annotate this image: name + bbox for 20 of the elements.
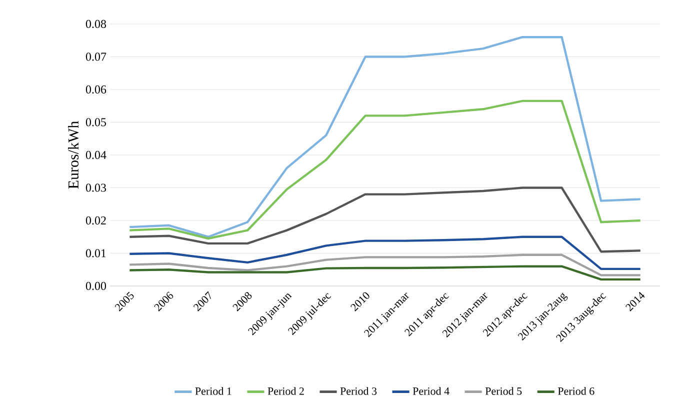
y-tick-label: 0.00 bbox=[86, 282, 106, 290]
legend-label: Period 3 bbox=[340, 387, 377, 395]
y-tick-label: 0.08 bbox=[86, 20, 106, 28]
legend-label: Period 5 bbox=[485, 387, 522, 395]
y-tick-label: 0.04 bbox=[86, 150, 106, 160]
line-series bbox=[128, 36, 642, 238]
y-tick-label: 0.07 bbox=[86, 52, 106, 61]
legend-label: Period 6 bbox=[558, 387, 594, 395]
y-tick-label: 0.03 bbox=[86, 184, 106, 192]
y-axis-title: Euros/kWh bbox=[68, 121, 79, 189]
y-tick-label: 0.02 bbox=[86, 216, 106, 225]
y-tick-label: 0.05 bbox=[86, 118, 106, 126]
legend-label: Period 1 bbox=[195, 387, 232, 395]
y-tick-label: 0.06 bbox=[86, 85, 106, 94]
line-series bbox=[128, 186, 642, 253]
legend-label: Period 2 bbox=[268, 387, 304, 395]
line-series bbox=[128, 236, 642, 270]
line-series bbox=[128, 100, 642, 240]
y-tick-label: 0.01 bbox=[86, 249, 106, 258]
legend-label: Period 4 bbox=[412, 387, 450, 395]
